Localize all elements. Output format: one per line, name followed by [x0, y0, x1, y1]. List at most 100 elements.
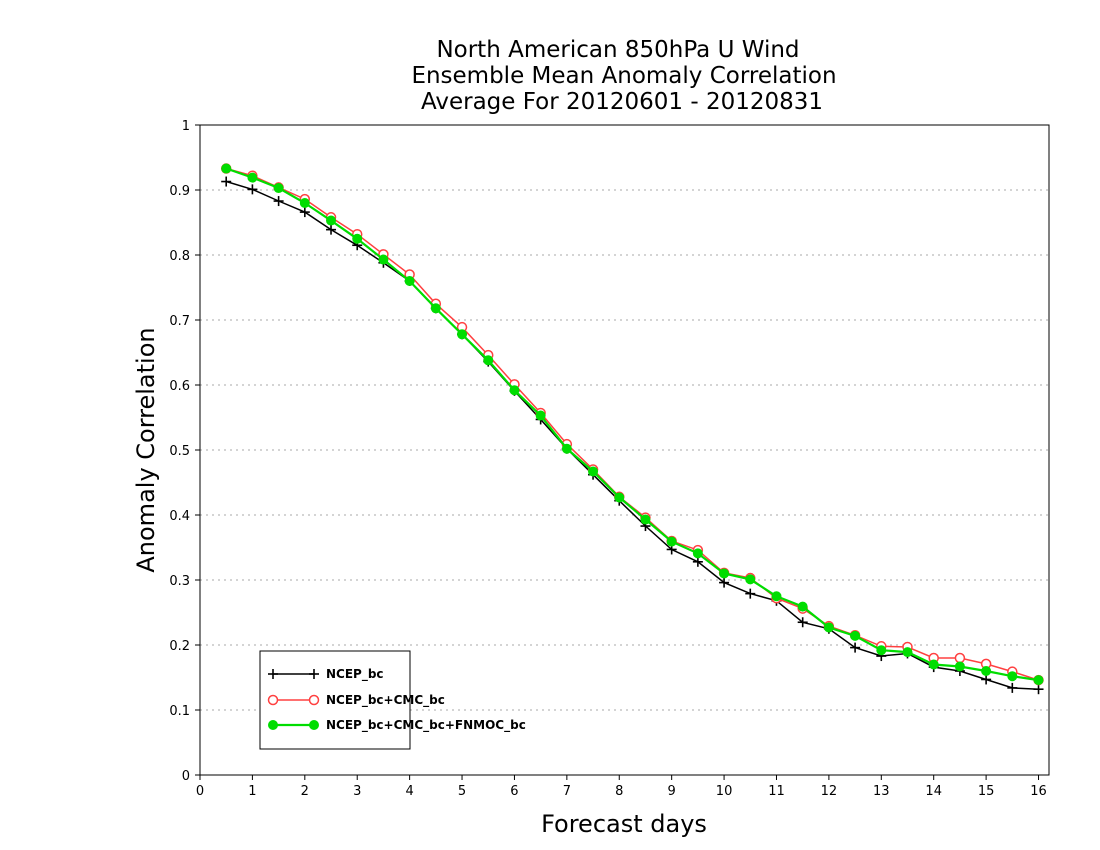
x-tick-label-9: 9	[668, 784, 676, 799]
y-tick-label-1: 0.1	[169, 704, 190, 719]
series-1-line	[226, 167, 1039, 681]
series-2-point-15	[614, 492, 625, 503]
x-tick-label-2: 2	[301, 784, 309, 799]
y-tick-label-8: 0.8	[169, 249, 190, 264]
series-2-point-30	[1007, 671, 1018, 682]
series-2-point-13	[561, 443, 572, 454]
series-0-point-31	[1033, 684, 1044, 695]
series-2-point-20	[745, 574, 756, 585]
x-axis: 0 1 2 3 4 5 6 7 8 9 10 11 12 13 14 15 16	[196, 775, 1047, 799]
legend-marker-2-a	[268, 720, 278, 730]
series-layer	[220, 163, 1044, 695]
legend-marker-1-b	[308, 694, 320, 706]
x-axis-label: Forecast days	[541, 810, 707, 838]
series-2-point-23	[823, 622, 834, 633]
series-2-point-2	[273, 183, 284, 194]
series-2-point-7	[404, 276, 415, 286]
series-0-point-22	[797, 617, 808, 628]
series-2-point-18	[692, 548, 703, 559]
x-tick-label-6: 6	[510, 784, 518, 799]
series-2-point-26	[902, 647, 913, 658]
series-2-point-27	[928, 659, 939, 670]
series-2-point-10	[483, 355, 494, 366]
series-2-point-11	[509, 385, 520, 396]
x-tick-label-7: 7	[563, 784, 571, 799]
legend-label-2: NCEP_bc+CMC_bc+FNMOC_bc	[326, 718, 526, 733]
chart-title-line-2: Ensemble Mean Anomaly Correlation	[411, 63, 836, 89]
series-0-point-29	[981, 674, 992, 685]
x-tick-label-0: 0	[196, 784, 204, 799]
series-0-point-1	[247, 184, 258, 195]
series-2-point-16	[640, 514, 651, 525]
series-2-point-31	[1033, 675, 1044, 686]
series-0-point-3	[299, 207, 310, 218]
x-tick-label-16: 16	[1030, 784, 1047, 799]
series-0-line	[225, 180, 1039, 690]
series-2-point-17	[666, 536, 677, 547]
series-2-point-9	[457, 329, 468, 340]
series-0	[221, 176, 1044, 695]
x-tick-label-4: 4	[405, 784, 413, 799]
y-axis: 0 0.1 0.2 0.3 0.4 0.5 0.6 0.7 0.8 0.9 1	[169, 119, 200, 784]
series-2-point-8	[430, 303, 441, 314]
chart-title: North American 850hPa U Wind Ensemble Me…	[411, 37, 836, 115]
series-2	[221, 163, 1044, 686]
series-0-point-24	[850, 642, 861, 653]
series-0-point-18	[692, 556, 703, 567]
legend: NCEP_bc NCEP_bc+CMC_bc NCEP_bc+CMC_bc+FNMO…	[259, 650, 526, 750]
x-tick-label-15: 15	[978, 784, 995, 799]
x-tick-label-11: 11	[768, 784, 785, 799]
chart-title-line-3: Average For 20120601 - 20120831	[421, 89, 823, 115]
y-tick-label-9: 0.9	[169, 184, 190, 199]
y-axis-label: Anomaly Correlation	[132, 327, 160, 572]
series-0-point-30	[1007, 682, 1018, 693]
series-2-point-22	[797, 601, 808, 612]
series-0-point-20	[745, 588, 756, 599]
series-2-point-6	[378, 254, 389, 265]
series-2-point-25	[876, 645, 887, 656]
y-tick-label-7: 0.7	[169, 314, 190, 329]
legend-label-1: NCEP_bc+CMC_bc	[326, 693, 445, 708]
grid-lines	[200, 189, 1049, 711]
x-tick-label-13: 13	[873, 784, 890, 799]
series-2-point-29	[981, 666, 992, 676]
x-tick-label-8: 8	[615, 784, 623, 799]
y-tick-label-2: 0.2	[169, 639, 190, 654]
series-2-point-12	[535, 410, 546, 421]
y-tick-label-3: 0.3	[169, 574, 190, 589]
series-0-point-19	[719, 577, 730, 588]
legend-marker-1-a	[267, 694, 279, 706]
x-tick-label-10: 10	[716, 784, 733, 799]
x-tick-label-14: 14	[925, 784, 942, 799]
series-0-point-2	[273, 196, 284, 207]
series-2-point-14	[588, 466, 599, 477]
series-2-point-19	[719, 568, 730, 579]
series-0-point-0	[221, 176, 232, 187]
legend-marker-0-a	[268, 669, 278, 679]
legend-marker-0-b	[309, 669, 319, 679]
series-0-point-4	[326, 224, 337, 235]
series-2-point-4	[326, 215, 337, 226]
y-tick-label-6: 0.6	[169, 379, 190, 394]
series-1	[220, 163, 1044, 686]
x-tick-label-3: 3	[353, 784, 361, 799]
series-2-point-5	[352, 233, 363, 244]
y-tick-label-4: 0.4	[169, 509, 190, 524]
x-tick-label-12: 12	[821, 784, 838, 799]
series-1-point-28	[954, 652, 966, 664]
legend-label-0: NCEP_bc	[326, 667, 384, 682]
series-2-point-1	[247, 172, 258, 183]
x-tick-label-1: 1	[248, 784, 256, 799]
series-2-point-21	[771, 591, 782, 602]
chart-title-line-1: North American 850hPa U Wind	[436, 37, 799, 63]
y-tick-label-5: 0.5	[169, 444, 190, 459]
series-2-point-0	[221, 163, 232, 174]
series-2-line	[225, 167, 1039, 682]
x-tick-label-5: 5	[458, 784, 466, 799]
y-tick-label-10: 1	[182, 119, 190, 134]
series-2-point-24	[850, 630, 861, 641]
series-2-point-3	[299, 198, 310, 208]
legend-marker-2-b	[309, 720, 319, 730]
series-2-point-28	[954, 661, 965, 672]
